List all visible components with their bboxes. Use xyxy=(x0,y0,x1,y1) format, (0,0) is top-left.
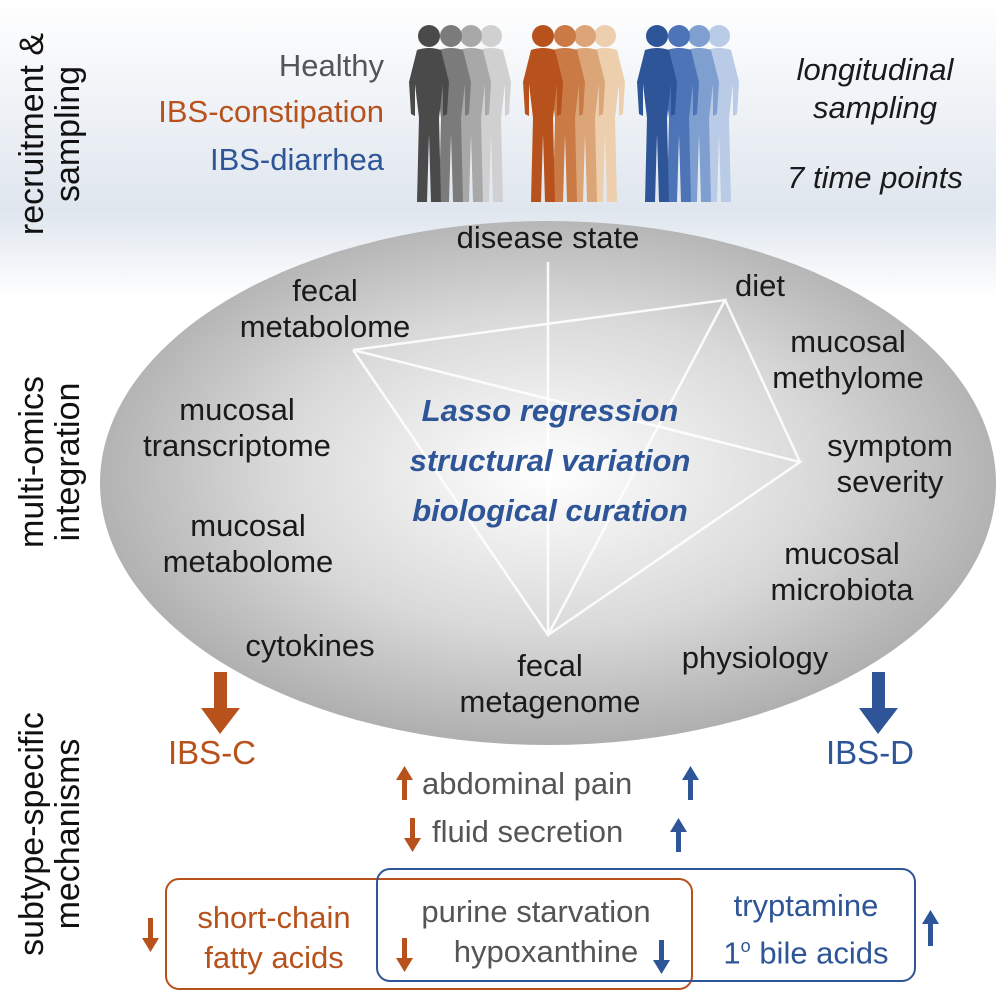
method-biological-curation: biological curation xyxy=(412,493,688,528)
methods-block: Lasso regression structural variation bi… xyxy=(340,386,760,536)
effect-fluid-secretion: fluid secretion xyxy=(432,814,624,849)
node-line: mucosal xyxy=(179,392,295,427)
node-symptom-severity: symptom severity xyxy=(800,428,980,500)
bile-acid-prefix: 1 xyxy=(723,935,741,971)
node-line: transcriptome xyxy=(143,428,331,463)
scfa-down-arrow xyxy=(142,918,159,952)
cohort-ibs-constipation: IBS-constipation xyxy=(158,94,384,129)
box-line-bile-acids: 1o bile acids xyxy=(700,926,912,973)
subtype-ibs-c: IBS-C xyxy=(168,734,257,771)
node-line: fecal xyxy=(517,648,583,683)
node-line: fecal xyxy=(292,273,358,308)
network-lines xyxy=(351,262,803,638)
method-lasso: Lasso regression xyxy=(421,393,679,428)
cohort-ibs-diarrhea: IBS-diarrhea xyxy=(209,142,384,177)
box-line: tryptamine xyxy=(733,888,879,923)
box-text-purine: purine starvation hypoxanthine xyxy=(384,892,688,972)
hypoxanthine-down-arrow-c xyxy=(396,938,413,972)
node-mucosal-metabolome: mucosal metabolome xyxy=(128,508,368,580)
node-disease-state: disease state xyxy=(456,220,640,255)
method-structural-variation: structural variation xyxy=(409,443,691,478)
effect-abdominal-pain: abdominal pain xyxy=(422,766,633,801)
ibs-d-down-arrow xyxy=(859,672,898,734)
node-diet: diet xyxy=(735,268,785,303)
box-text-scfa: short-chain fatty acids xyxy=(170,898,378,978)
node-line: mucosal xyxy=(190,508,306,543)
node-physiology: physiology xyxy=(681,640,829,675)
node-fecal-metabolome: fecal metabolome xyxy=(215,273,435,345)
box-text-tryptamine: tryptamine 1o bile acids xyxy=(700,886,912,973)
box-line: short-chain xyxy=(197,900,351,935)
box-line-hypoxanthine: hypoxanthine xyxy=(453,934,639,969)
bile-acids-text: bile acids xyxy=(759,935,889,971)
node-fecal-metagenome: fecal metagenome xyxy=(430,648,670,720)
node-cytokines: cytokines xyxy=(245,628,375,663)
node-mucosal-transcriptome: mucosal transcriptome xyxy=(112,392,362,464)
sampling-line1: longitudinal xyxy=(796,52,954,87)
sampling-time-points: 7 time points xyxy=(787,160,963,195)
node-line: symptom xyxy=(827,428,953,463)
tryptamine-up-arrow xyxy=(922,910,939,946)
node-mucosal-methylome: mucosal methylome xyxy=(748,324,948,396)
box-line: purine starvation xyxy=(421,894,651,929)
box-line: fatty acids xyxy=(204,940,344,975)
node-line: metabolome xyxy=(162,544,334,579)
hypoxanthine-down-arrow-d xyxy=(653,940,670,974)
cohort-healthy: Healthy xyxy=(278,48,384,83)
degree-superscript: o xyxy=(740,936,751,956)
node-line: mucosal xyxy=(790,324,906,359)
node-line: metagenome xyxy=(459,684,641,719)
subtype-ibs-d: IBS-D xyxy=(826,734,915,771)
sampling-line2: sampling xyxy=(812,90,938,125)
abdominal-pain-up-arrow-d xyxy=(682,766,699,800)
node-line: metabolome xyxy=(239,309,411,344)
node-line: methylome xyxy=(772,360,924,395)
node-mucosal-microbiota: mucosal microbiota xyxy=(742,536,942,608)
box-ibs-c-mechanisms xyxy=(165,878,693,990)
node-line: mucosal xyxy=(784,536,900,571)
ibs-c-down-arrow xyxy=(201,672,240,734)
abdominal-pain-up-arrow-c xyxy=(396,766,413,800)
node-line: microbiota xyxy=(770,572,914,607)
node-line: severity xyxy=(836,464,944,499)
fluid-secretion-down-arrow-c xyxy=(404,818,421,852)
box-ibs-d-mechanisms xyxy=(376,868,916,982)
fluid-secretion-up-arrow-d xyxy=(670,818,687,852)
